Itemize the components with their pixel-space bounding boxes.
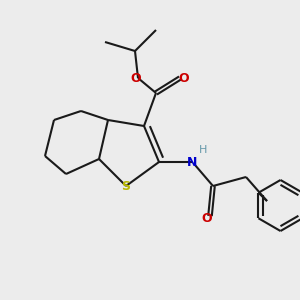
Text: O: O bbox=[130, 71, 141, 85]
Text: O: O bbox=[178, 71, 189, 85]
Text: O: O bbox=[201, 212, 212, 225]
Text: S: S bbox=[122, 179, 130, 193]
Text: N: N bbox=[187, 155, 197, 169]
Text: H: H bbox=[199, 145, 208, 155]
